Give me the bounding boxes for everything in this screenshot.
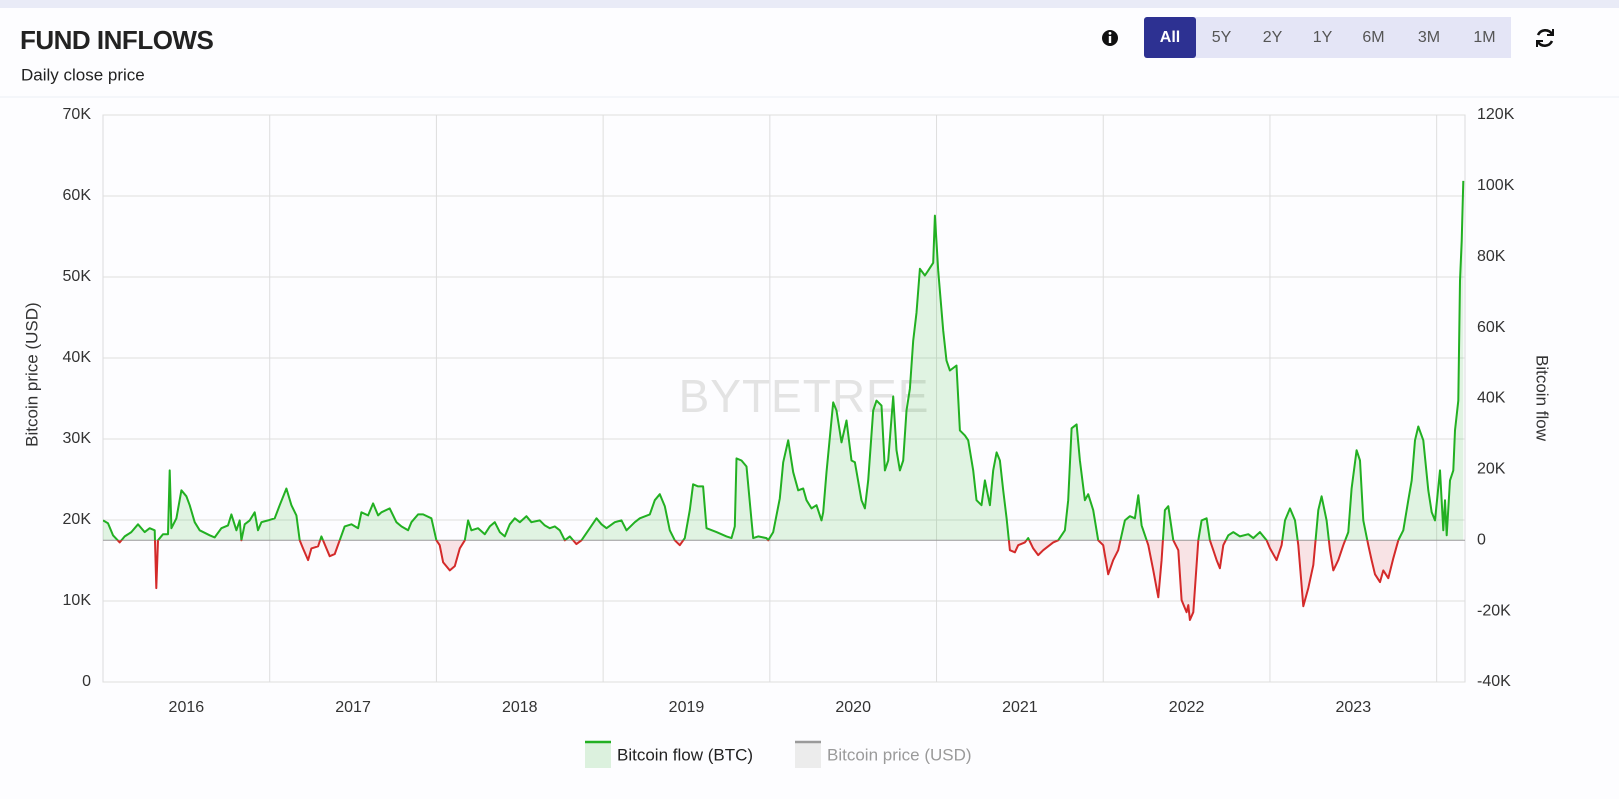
range-button[interactable]: 1Y [1298, 17, 1347, 58]
button-label[interactable]: 2Y [1263, 29, 1283, 46]
button-bg[interactable] [1196, 17, 1247, 58]
x-tick-label: 2023 [1336, 699, 1372, 716]
y-tick-label: 20K [63, 511, 92, 528]
y2-axis-title: Bitcoin flow [1533, 355, 1552, 442]
button-label[interactable]: 1M [1473, 29, 1495, 46]
button-bg[interactable] [1298, 17, 1347, 58]
x-tick-label: 2021 [1002, 699, 1038, 716]
title: FUND INFLOWS [20, 25, 213, 55]
legend-label[interactable]: Bitcoin price (USD) [827, 745, 972, 764]
refresh-icon[interactable] [1536, 29, 1554, 47]
x-tick-label: 2017 [335, 699, 371, 716]
y-tick-label: 60K [63, 187, 92, 204]
y-axis-title: Bitcoin price (USD) [22, 302, 41, 447]
legend-label[interactable]: Bitcoin flow (BTC) [617, 745, 753, 764]
watermark: BYTETREE [679, 370, 930, 422]
button-bg[interactable] [1247, 17, 1298, 58]
flow-line-positive [103, 180, 1465, 541]
subtitle: Daily close price [21, 65, 145, 84]
info-icon[interactable] [1102, 30, 1118, 46]
x-tick-label: 2016 [169, 699, 205, 716]
x-tick-label: 2020 [835, 699, 871, 716]
y-tick-label: 0 [82, 673, 91, 690]
legend-item[interactable]: Bitcoin flow (BTC) [585, 740, 753, 768]
button-label[interactable]: 5Y [1212, 29, 1232, 46]
y-tick-label: 10K [63, 592, 92, 609]
legend-swatch[interactable] [585, 742, 611, 768]
range-button[interactable]: 5Y [1196, 17, 1247, 58]
y2-tick-label: 0 [1477, 531, 1486, 548]
y2-tick-label: 120K [1477, 106, 1515, 123]
button-bg[interactable] [1144, 17, 1196, 58]
y-tick-label: 40K [63, 349, 92, 366]
y2-tick-label: 60K [1477, 319, 1506, 336]
y2-tick-label: -20K [1477, 602, 1511, 619]
y-tick-label: 70K [63, 106, 92, 123]
range-button[interactable]: 3M [1400, 17, 1458, 58]
x-tick-label: 2019 [669, 699, 705, 716]
y-tick-label: 50K [63, 268, 92, 285]
button-label[interactable]: All [1160, 29, 1180, 46]
y2-tick-label: 20K [1477, 461, 1506, 478]
x-tick-label: 2022 [1169, 699, 1205, 716]
range-button[interactable]: 6M [1347, 17, 1400, 58]
legend-swatch[interactable] [795, 742, 821, 768]
button-label[interactable]: 3M [1418, 29, 1440, 46]
y-tick-label: 30K [63, 430, 92, 447]
range-selector: All 5Y 2Y 1Y 6M 3M 1M [1144, 17, 1511, 58]
y2-tick-label: -40K [1477, 673, 1511, 690]
button-label[interactable]: 6M [1362, 29, 1384, 46]
legend-item[interactable]: Bitcoin price (USD) [795, 740, 972, 768]
y2-tick-label: 80K [1477, 248, 1506, 265]
button-bg[interactable] [1458, 17, 1511, 58]
button-bg[interactable] [1400, 17, 1458, 58]
chart: BYTETREE 0 10K 20K 30K 40K 50K 60K 70K -40K -20K 0 2… [22, 106, 1552, 768]
flow-line-negative [116, 540, 1400, 621]
y2-tick-label: 40K [1477, 390, 1506, 407]
button-bg[interactable] [1347, 17, 1400, 58]
range-button[interactable]: 2Y [1247, 17, 1298, 58]
plot-area [102, 114, 1466, 683]
range-button[interactable]: 1M [1458, 17, 1511, 58]
range-button[interactable]: All [1144, 17, 1196, 58]
button-label[interactable]: 1Y [1313, 29, 1333, 46]
x-tick-label: 2018 [502, 699, 538, 716]
y2-tick-label: 100K [1477, 177, 1515, 194]
